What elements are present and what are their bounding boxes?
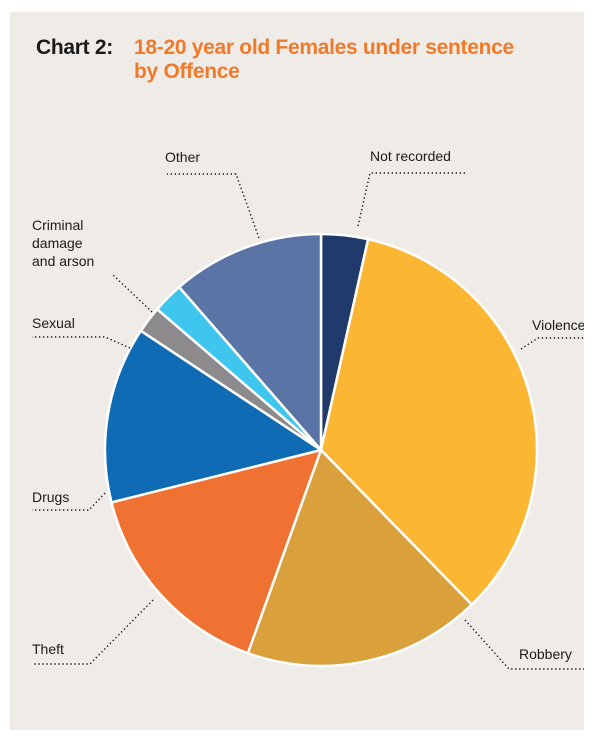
leader-lines [32,172,584,670]
slice-labels: Not recorded Other Criminal damage and a… [32,148,584,662]
leader-drugs [32,492,106,511]
label-sexual: Sexual [32,315,75,331]
leader-criminal [111,273,153,313]
label-other: Other [165,149,200,165]
label-criminal-line1: Criminal [32,217,83,233]
pie-slice-theft [110,448,323,655]
label-criminal-line2: damage [32,235,83,251]
leader-theft [32,599,154,665]
label-violence: Violence [532,317,584,333]
chart-title-text: 18-20 year old Females under sentence by… [134,36,514,83]
pie-slice-robbery [246,448,474,668]
leader-violence [520,337,584,350]
pie-slices [103,232,539,668]
pie-slice-drugs [103,329,323,504]
label-drugs: Drugs [32,489,69,505]
chart-number-label: Chart 2: [36,36,113,59]
label-criminal-line3: and arson [32,253,94,269]
leader-other [167,173,260,239]
label-not-recorded: Not recorded [370,148,451,164]
pie-chart: Not recorded Other Criminal damage and a… [32,148,584,670]
pie-slice-violence [319,237,539,606]
leader-sexual [32,336,131,349]
label-robbery: Robbery [519,646,572,662]
chart-panel: Chart 2: 18-20 year old Females under se… [10,12,584,730]
label-theft: Theft [32,641,64,657]
leader-not-recorded [357,172,466,227]
pie-slice-other [177,232,323,452]
